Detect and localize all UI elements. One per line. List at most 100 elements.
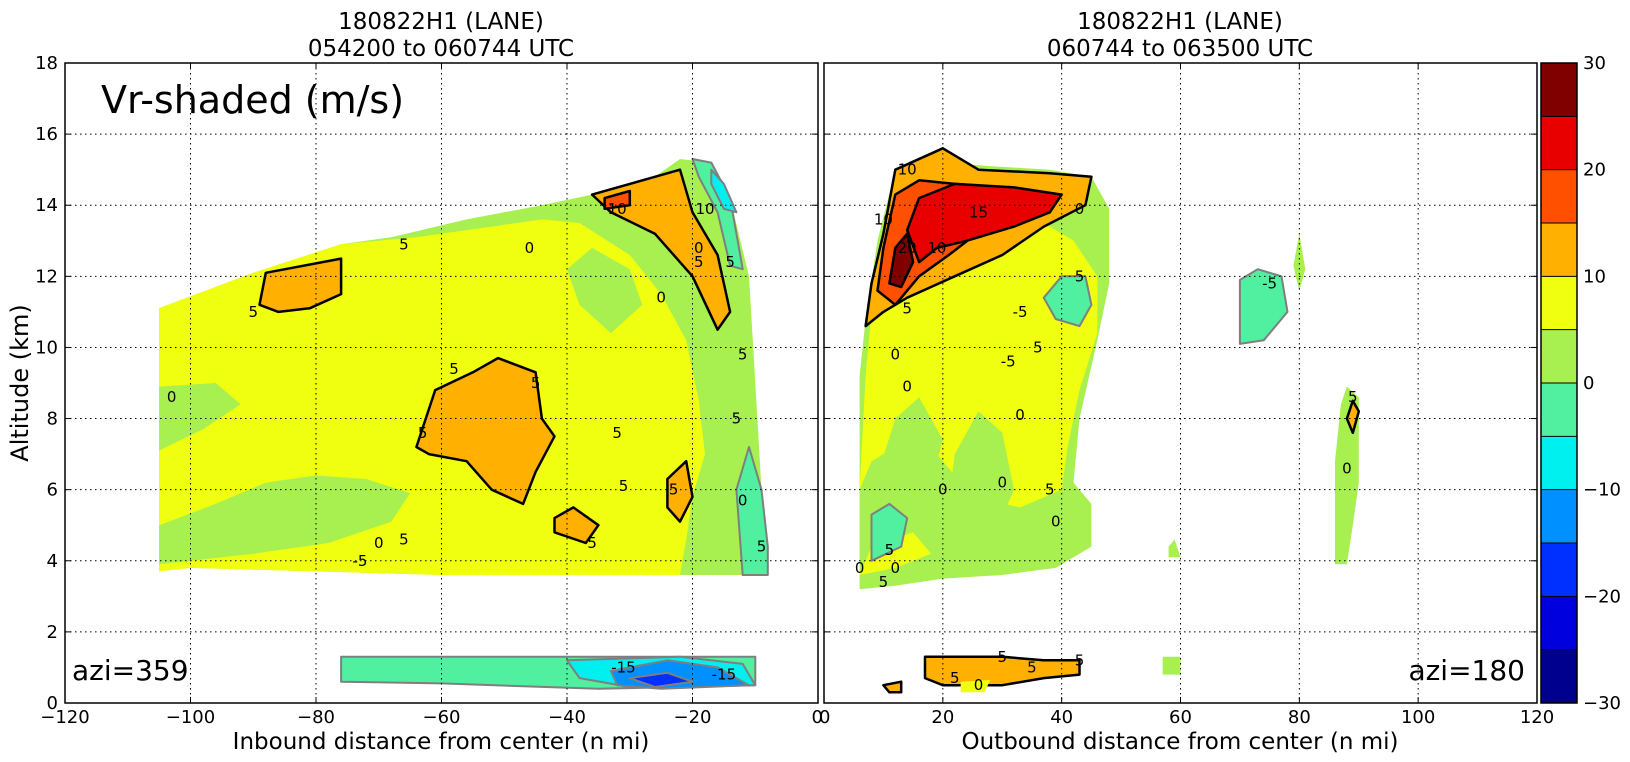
- shaded-region: [1162, 656, 1181, 675]
- shaded-region: [1293, 233, 1306, 291]
- shaded-region: [735, 446, 769, 576]
- shaded-region: [1345, 399, 1361, 435]
- colorbar-tick-label: 0: [1583, 373, 1594, 394]
- contour-label: 5: [1027, 658, 1037, 676]
- contour-label: 5: [248, 303, 258, 321]
- shaded-region: [590, 168, 732, 331]
- contour-label: 20: [898, 239, 917, 257]
- contour-label: 5: [1348, 388, 1358, 406]
- contour-label: 5: [1075, 651, 1085, 669]
- contour-label: 0: [997, 474, 1007, 492]
- contour-label: 5: [1045, 481, 1055, 499]
- contour-label: 5: [587, 534, 597, 552]
- colorbar-swatch: [1541, 116, 1577, 171]
- contour-label: 15: [969, 203, 988, 221]
- contour-label: -5: [1001, 353, 1016, 371]
- contour-label: 5: [885, 541, 895, 559]
- contour-label: 5: [997, 648, 1007, 666]
- colorbar-swatch: [1541, 63, 1577, 117]
- shaded-region: [888, 232, 915, 289]
- shaded-region: [960, 679, 991, 693]
- colorbar: 30 20 10 0 −10 −20 −30: [1540, 53, 1621, 714]
- grid-lines: [823, 62, 1538, 704]
- contour-label: 10: [608, 200, 627, 218]
- contour-label: 5: [725, 253, 735, 271]
- panel-title-line2: 060744 to 063500 UTC: [1047, 36, 1313, 62]
- x-tick-labels: −120 −100 −80 −60 −40 −20 0: [40, 707, 823, 728]
- panel-title-line2: 054200 to 060744 UTC: [308, 36, 574, 62]
- x-tick-label: 120: [1520, 707, 1554, 728]
- shaded-region: [1238, 268, 1289, 345]
- shaded-regions: [859, 147, 1361, 694]
- contour-label: 5: [879, 573, 889, 591]
- field-label: Vr-shaded (m/s): [101, 78, 404, 122]
- contour-label: 5: [449, 360, 459, 378]
- contour-label: 0: [374, 534, 384, 552]
- contour-label: 5: [669, 481, 679, 499]
- shaded-region: [691, 158, 744, 271]
- contour-label: 0: [656, 289, 666, 307]
- plot-frame: [64, 62, 819, 704]
- plot-frame: [823, 62, 1538, 704]
- y-tick-label: 10: [35, 337, 58, 358]
- shaded-region: [666, 459, 694, 523]
- contour-label: 5: [738, 346, 748, 364]
- contour-label: 5: [902, 299, 912, 317]
- colorbar-tick-label: −10: [1583, 480, 1621, 501]
- shaded-region: [628, 671, 694, 688]
- contour-label: 5: [531, 374, 541, 392]
- x-tick-label: −60: [423, 707, 461, 728]
- contour-label: 0: [167, 388, 177, 406]
- y-tick-label: 8: [47, 409, 58, 430]
- colorbar-swatches: [1541, 63, 1577, 704]
- shaded-region: [942, 411, 1015, 554]
- shaded-region: [258, 257, 343, 314]
- colorbar-tick-label: 10: [1583, 266, 1606, 287]
- shaded-region: [415, 356, 556, 506]
- contour-label: 0: [1051, 513, 1061, 531]
- contour-label: -15: [712, 666, 737, 684]
- contour-label: 5: [418, 424, 428, 442]
- contour-label: 5: [1033, 338, 1043, 356]
- y-tick-label: 14: [35, 195, 58, 216]
- colorbar-swatch: [1541, 436, 1577, 491]
- shaded-region: [553, 506, 600, 545]
- contour-label: -5: [1013, 303, 1028, 321]
- contour-label: 5: [1075, 267, 1085, 285]
- colorbar-swatch: [1541, 169, 1577, 224]
- contour-label: -5: [1262, 274, 1277, 292]
- colorbar-tick-label: 20: [1583, 160, 1606, 181]
- panel-title-line1: 180822H1 (LANE): [338, 9, 544, 35]
- shaded-regions: [159, 158, 769, 690]
- contour-label: -5: [352, 552, 367, 570]
- x-tick-label: 0: [819, 707, 830, 728]
- contour-label: 5: [399, 235, 409, 253]
- y-tick-label: 0: [47, 693, 58, 714]
- shaded-region: [159, 475, 411, 565]
- contour-label: 5: [757, 538, 767, 556]
- colorbar-swatch: [1541, 489, 1577, 544]
- colorbar-swatch: [1541, 649, 1577, 704]
- contour-label: 0: [855, 559, 865, 577]
- colorbar-frame: [1540, 62, 1578, 704]
- x-tick-label: −100: [166, 707, 215, 728]
- y-axis-label: Altitude (km): [6, 304, 34, 461]
- azimuth-label: azi=359: [72, 654, 189, 687]
- shaded-region: [710, 168, 738, 214]
- grid-lines: [64, 62, 819, 704]
- x-tick-label: 20: [931, 707, 954, 728]
- x-axis-label: Outbound distance from center (n mi): [962, 729, 1399, 755]
- y-tick-label: 12: [35, 266, 58, 287]
- y-tick-labels: 0 2 4 6 8 10 12 14 16 18: [35, 53, 58, 714]
- contour-label: 0: [1015, 406, 1025, 424]
- contour-label: 0: [694, 239, 704, 257]
- contour-label: 0: [525, 239, 535, 257]
- x-tick-label: −20: [674, 707, 712, 728]
- colorbar-tick-label: −20: [1583, 586, 1621, 607]
- contour-label: 10: [927, 239, 946, 257]
- contour-label: -15: [611, 658, 636, 676]
- contour-label: 0: [891, 346, 901, 364]
